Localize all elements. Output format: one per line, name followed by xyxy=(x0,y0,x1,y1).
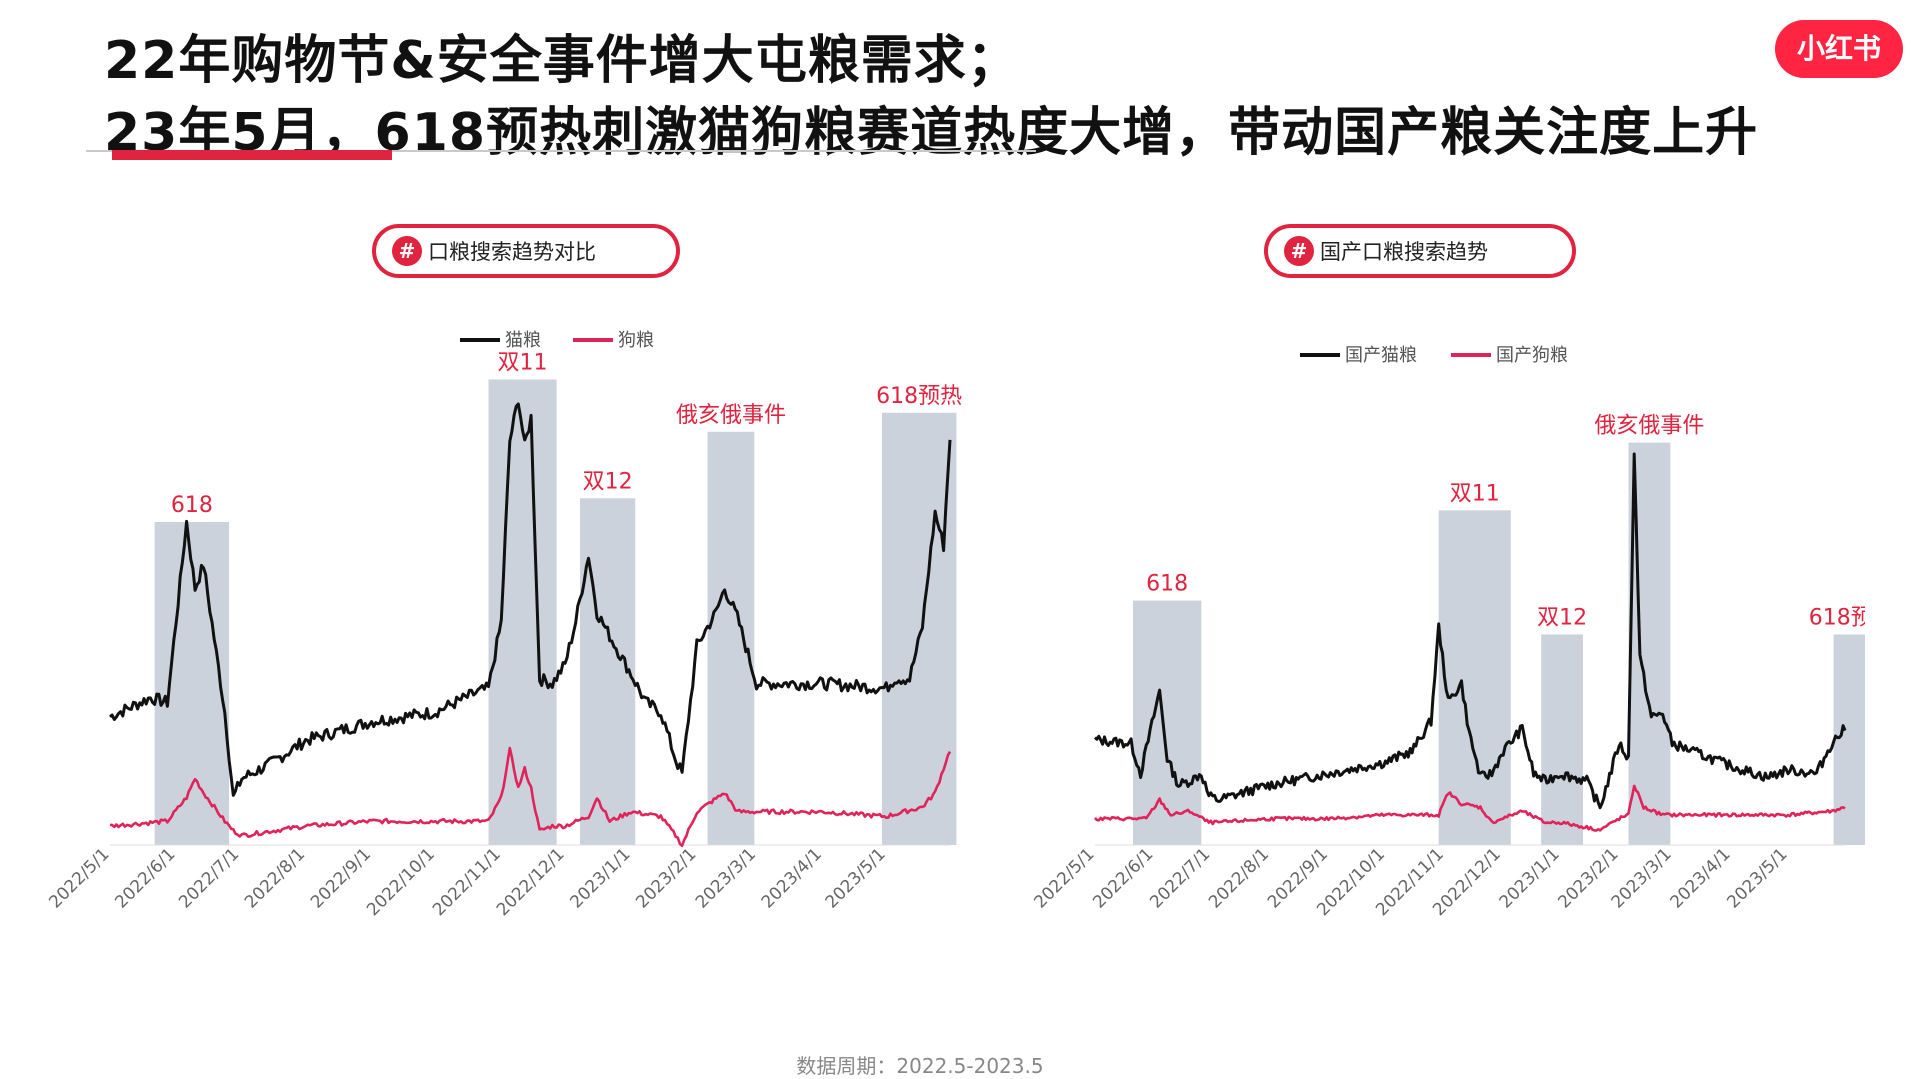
highlight-band xyxy=(488,379,557,845)
highlight-band xyxy=(707,431,755,845)
band-label: 双12 xyxy=(583,469,633,494)
x-tick-label: 2023/2/1 xyxy=(632,844,700,912)
x-tick-label: 2023/5/1 xyxy=(1723,844,1791,912)
band-label: 618 xyxy=(171,493,213,518)
page-title-line-1: 22年购物节&安全事件增大屯粮需求； xyxy=(104,31,1020,91)
hashtag-icon: # xyxy=(1284,236,1314,266)
x-tick-label: 2022/11/1 xyxy=(429,844,505,920)
x-tick-label: 2022/7/1 xyxy=(175,844,243,912)
highlight-band xyxy=(1833,634,1865,845)
series-line-cat xyxy=(1093,452,1847,810)
highlight-band xyxy=(1541,634,1583,845)
legend-label: 国产猫粮 xyxy=(1345,345,1417,366)
band-label: 618预热 xyxy=(1809,605,1865,630)
legend-label: 国产狗粮 xyxy=(1496,345,1568,366)
highlight-band xyxy=(154,522,230,845)
band-label: 618预热 xyxy=(876,384,962,409)
band-label: 双12 xyxy=(1537,605,1587,630)
series-line-dog xyxy=(109,746,952,848)
title-accent-bar xyxy=(112,150,392,160)
chart1-title-pill: # 口粮搜索趋势对比 xyxy=(372,224,680,278)
band-label: 俄亥俄事件 xyxy=(676,403,786,428)
legend-label: 猫粮 xyxy=(505,330,541,351)
x-tick-label: 2023/1/1 xyxy=(566,844,634,912)
x-tick-label: 2023/4/1 xyxy=(1666,844,1734,912)
xiaohongshu-logo: 小红书 xyxy=(1775,20,1903,78)
band-label: 618 xyxy=(1146,572,1188,597)
x-tick-label: 2022/6/1 xyxy=(111,844,179,912)
x-tick-label: 2022/8/1 xyxy=(241,844,309,912)
data-period-note: 数据周期：2022.5-2023.5 xyxy=(796,1054,1044,1078)
band-label: 双11 xyxy=(1450,481,1500,506)
hashtag-icon: # xyxy=(392,236,422,266)
x-tick-label: 2022/5/1 xyxy=(1030,844,1098,912)
x-tick-label: 2022/7/1 xyxy=(1146,844,1214,912)
x-tick-label: 2022/5/1 xyxy=(45,844,113,912)
x-tick-label: 2023/4/1 xyxy=(758,844,826,912)
highlight-band xyxy=(1132,600,1202,845)
domestic-food-trend-chart: 618双11双12俄亥俄事件618预热国产猫粮国产狗粮2022/5/12022/… xyxy=(1030,345,1865,920)
highlight-band xyxy=(881,412,957,845)
legend-label: 狗粮 xyxy=(618,330,654,351)
chart1-title: 口粮搜索趋势对比 xyxy=(428,240,596,264)
band-label: 双11 xyxy=(498,351,548,376)
x-tick-label: 2022/8/1 xyxy=(1205,844,1273,912)
highlight-band xyxy=(1438,510,1511,845)
x-tick-label: 2022/6/1 xyxy=(1089,844,1157,912)
series-line-cat xyxy=(108,402,952,797)
chart2-title-pill: # 国产口粮搜索趋势 xyxy=(1264,224,1576,278)
title-divider xyxy=(86,150,1036,152)
x-tick-label: 2023/5/1 xyxy=(822,844,890,912)
series-line-dog xyxy=(1094,784,1846,832)
x-tick-label: 2022/12/1 xyxy=(493,844,569,920)
chart2-title: 国产口粮搜索趋势 xyxy=(1320,240,1488,264)
x-tick-label: 2023/1/1 xyxy=(1496,844,1564,912)
x-tick-label: 2023/3/1 xyxy=(692,844,760,912)
x-tick-label: 2022/9/1 xyxy=(307,844,375,912)
band-label: 俄亥俄事件 xyxy=(1594,414,1704,439)
x-tick-label: 2022/10/1 xyxy=(363,844,439,920)
